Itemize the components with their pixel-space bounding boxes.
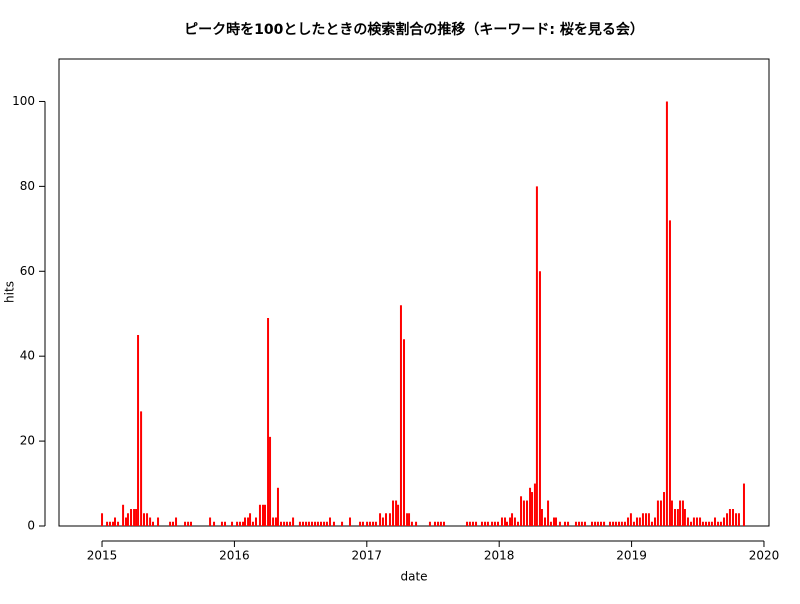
y-tick-label: 100 bbox=[12, 94, 35, 108]
x-tick-label: 2015 bbox=[87, 549, 118, 563]
y-tick-label: 80 bbox=[20, 179, 35, 193]
y-tick-label: 20 bbox=[20, 434, 35, 448]
x-axis-label: date bbox=[400, 570, 427, 584]
chart-title: ピーク時を100としたときの検索割合の推移（キーワード: 桜を見る会） bbox=[184, 21, 644, 38]
y-axis-label: hits bbox=[3, 281, 17, 303]
y-tick-label: 0 bbox=[27, 519, 35, 533]
y-tick-label: 40 bbox=[20, 349, 35, 363]
plot-box bbox=[58, 58, 770, 527]
x-tick-label: 2016 bbox=[219, 549, 250, 563]
x-tick-label: 2017 bbox=[352, 549, 383, 563]
x-tick-label: 2020 bbox=[749, 549, 780, 563]
y-tick-label: 60 bbox=[20, 264, 35, 278]
x-tick-label: 2019 bbox=[616, 549, 647, 563]
x-tick-label: 2018 bbox=[484, 549, 515, 563]
